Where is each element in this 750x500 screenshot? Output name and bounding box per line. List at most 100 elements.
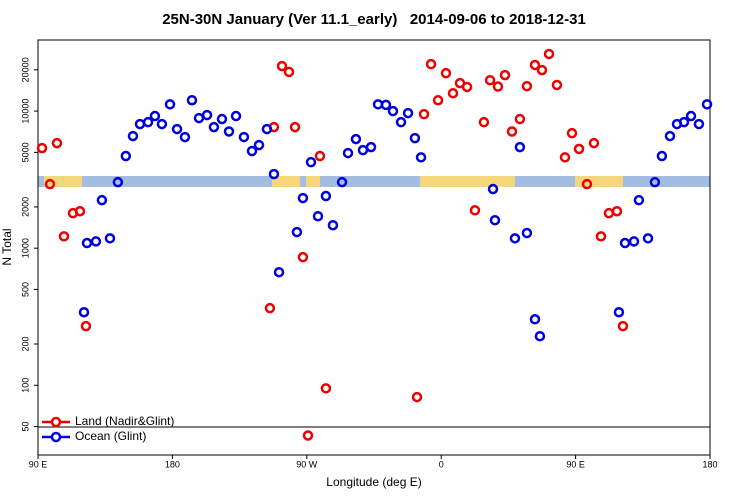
data-point bbox=[432, 94, 444, 106]
data-point bbox=[78, 306, 90, 318]
data-point bbox=[693, 118, 705, 130]
data-point bbox=[642, 233, 654, 244]
data-point bbox=[312, 210, 324, 222]
data-point bbox=[415, 152, 427, 163]
data-point bbox=[664, 130, 676, 142]
data-point bbox=[529, 59, 541, 71]
data-point bbox=[581, 178, 593, 190]
y-tick-label: 500 bbox=[20, 282, 30, 297]
data-point bbox=[613, 306, 625, 318]
data-point bbox=[387, 105, 399, 117]
data-point bbox=[489, 214, 501, 226]
data-point bbox=[261, 123, 273, 135]
data-point bbox=[440, 67, 452, 79]
data-point bbox=[365, 141, 377, 153]
data-point bbox=[164, 99, 176, 110]
data-point bbox=[276, 60, 288, 72]
data-point bbox=[171, 123, 183, 135]
data-point bbox=[120, 150, 132, 162]
data-point bbox=[617, 320, 629, 332]
data-point bbox=[104, 233, 116, 244]
data-point bbox=[506, 126, 518, 137]
data-point bbox=[36, 142, 48, 154]
data-point bbox=[461, 81, 473, 93]
data-point bbox=[656, 150, 668, 162]
x-tick-label: 0 bbox=[439, 459, 444, 469]
legend-marker bbox=[50, 416, 62, 428]
chart-title: 25N-30N January (Ver 11.1_early) 2014-09… bbox=[162, 11, 586, 28]
data-point bbox=[302, 430, 314, 441]
y-tick-label: 2000 bbox=[20, 197, 30, 217]
data-point bbox=[230, 110, 242, 122]
data-point bbox=[74, 205, 86, 217]
data-point bbox=[327, 219, 339, 231]
data-point bbox=[678, 116, 690, 128]
data-point bbox=[395, 116, 407, 128]
data-point bbox=[559, 152, 571, 163]
data-point bbox=[402, 107, 414, 119]
data-point bbox=[611, 205, 623, 217]
data-point bbox=[588, 137, 600, 149]
x-tick-label: 90 W bbox=[296, 459, 318, 469]
data-point bbox=[149, 110, 161, 122]
data-point bbox=[58, 231, 70, 242]
data-point bbox=[156, 118, 168, 130]
data-point bbox=[685, 110, 697, 122]
data-point bbox=[201, 109, 213, 121]
data-point bbox=[238, 131, 250, 143]
data-point bbox=[409, 132, 421, 144]
x-tick-label: 180 bbox=[165, 459, 180, 469]
data-point bbox=[509, 233, 521, 244]
data-point bbox=[478, 116, 490, 128]
data-point bbox=[305, 156, 317, 168]
data-point bbox=[112, 176, 124, 188]
data-point bbox=[127, 130, 139, 142]
data-point bbox=[447, 87, 459, 99]
data-point bbox=[179, 131, 191, 143]
data-point bbox=[81, 237, 93, 249]
data-point bbox=[411, 391, 423, 403]
data-point bbox=[418, 108, 430, 120]
data-point bbox=[216, 113, 228, 125]
data-point bbox=[283, 66, 295, 78]
data-point bbox=[628, 236, 640, 247]
data-point bbox=[320, 383, 332, 394]
x-axis-title: Longitude (deg E) bbox=[326, 475, 421, 489]
data-point bbox=[289, 121, 301, 133]
data-point bbox=[193, 112, 205, 124]
data-point bbox=[573, 143, 585, 155]
data-point bbox=[90, 236, 102, 247]
data-point bbox=[273, 266, 285, 278]
x-tick-label: 90 E bbox=[29, 459, 48, 469]
legend-marker bbox=[50, 431, 62, 443]
y-tick-label: 5000 bbox=[20, 142, 30, 162]
data-point bbox=[291, 226, 303, 238]
data-point bbox=[268, 168, 280, 180]
y-tick-label: 50 bbox=[20, 422, 30, 432]
x-tick-label: 90 E bbox=[566, 459, 585, 469]
data-point bbox=[380, 99, 392, 111]
data-point bbox=[514, 141, 526, 153]
y-tick-label: 200 bbox=[20, 336, 30, 351]
data-point bbox=[253, 139, 265, 151]
data-point bbox=[186, 94, 198, 106]
data-point bbox=[701, 99, 713, 110]
data-point bbox=[551, 79, 563, 91]
data-point bbox=[566, 127, 578, 139]
y-tick-label: 100 bbox=[20, 378, 30, 393]
y-tick-label: 20000 bbox=[20, 57, 30, 82]
data-point bbox=[51, 137, 63, 149]
data-point bbox=[484, 74, 496, 86]
data-point bbox=[649, 176, 661, 188]
data-point bbox=[336, 176, 348, 188]
data-point bbox=[619, 237, 631, 249]
data-point bbox=[350, 133, 362, 145]
legend-label: Land (Nadir&Glint) bbox=[75, 414, 174, 428]
data-point bbox=[264, 302, 276, 314]
data-point bbox=[633, 194, 645, 206]
legend-label: Ocean (Glint) bbox=[75, 429, 146, 443]
data-point bbox=[297, 192, 309, 204]
data-point bbox=[492, 81, 504, 92]
data-point bbox=[342, 147, 354, 159]
